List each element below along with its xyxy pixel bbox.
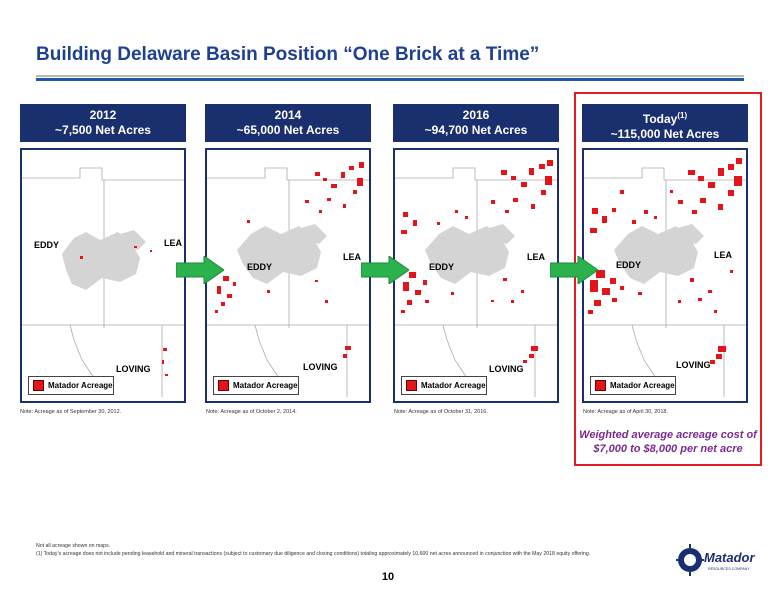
acreage-cost-callout: Weighted average acreage cost of $7,000 …	[579, 429, 757, 455]
panel-today: Today(1) ~115,000 Net Acres	[582, 104, 748, 403]
county-label-eddy: EDDY	[34, 240, 60, 250]
title-rule-blue	[36, 78, 744, 81]
county-label-loving: LOVING	[116, 364, 151, 374]
slide-title: Building Delaware Basin Position “One Br…	[36, 44, 540, 65]
panel-year: 2016	[462, 108, 490, 122]
panel-acres: ~65,000 Net Acres	[236, 123, 340, 137]
panel-acres: ~7,500 Net Acres	[55, 123, 151, 137]
panel-2012: 2012 ~7,500 Net Acres EDDY LEA LOVING Ma…	[20, 104, 186, 403]
arrow-right-icon	[361, 256, 409, 284]
county-label-eddy: EDDY	[616, 260, 642, 270]
footnote-marker: (1)	[677, 111, 688, 120]
county-label-loving: LOVING	[489, 364, 524, 374]
panel-year: 2012	[89, 108, 117, 122]
today-highlight-box	[574, 92, 762, 466]
panel-year: 2014	[274, 108, 302, 122]
county-label-lea: LEA	[343, 252, 361, 262]
map-legend: Matador Acreage	[590, 376, 676, 395]
map-graphic	[584, 158, 746, 397]
panel-header: 2016 ~94,700 Net Acres	[393, 104, 559, 142]
map-graphic	[207, 162, 369, 397]
legend-label: Matador Acreage	[421, 381, 486, 390]
panel-note: Note: Acreage as of September 30, 2012.	[20, 409, 122, 415]
panel-acres: ~115,000 Net Acres	[610, 127, 720, 141]
panel-acres: ~94,700 Net Acres	[424, 123, 528, 137]
panel-header: 2014 ~65,000 Net Acres	[205, 104, 371, 142]
map-graphic	[395, 160, 557, 397]
county-label-loving: LOVING	[303, 362, 338, 372]
page-number: 10	[381, 571, 395, 583]
panel-header: Today(1) ~115,000 Net Acres	[582, 104, 748, 142]
panel-header: 2012 ~7,500 Net Acres	[20, 104, 186, 142]
title-rule-gray	[36, 75, 744, 77]
svg-text:Matador: Matador	[704, 550, 756, 565]
county-label-loving: LOVING	[676, 360, 711, 370]
county-label-lea: LEA	[527, 252, 545, 262]
legend-swatch	[218, 380, 229, 391]
map-legend: Matador Acreage	[401, 376, 487, 395]
footnote-1: (1) Today’s acreage does not include pen…	[36, 551, 591, 557]
map-graphic	[22, 167, 184, 397]
legend-swatch	[406, 380, 417, 391]
county-label-eddy: EDDY	[429, 262, 455, 272]
map-legend: Matador Acreage	[28, 376, 114, 395]
legend-swatch	[595, 380, 606, 391]
county-label-eddy: EDDY	[247, 262, 273, 272]
panel-note: Note: Acreage as of April 30, 2018.	[583, 409, 669, 415]
arrow-right-icon	[176, 256, 224, 284]
panel-2016: 2016 ~94,700 Net Acres	[393, 104, 559, 403]
acreage-map: EDDY LEA LOVING Matador Acreage	[393, 148, 559, 403]
legend-label: Matador Acreage	[233, 381, 298, 390]
panel-note: Note: Acreage as of October 31, 2016.	[394, 409, 488, 415]
panel-note: Note: Acreage as of October 2, 2014.	[206, 409, 297, 415]
legend-label: Matador Acreage	[48, 381, 113, 390]
footnote-general: Not all acreage shown on maps.	[36, 543, 111, 549]
acreage-map: EDDY LEA LOVING Matador Acreage	[20, 148, 186, 403]
acreage-map: EDDY LEA LOVING Matador Acreage	[582, 148, 748, 403]
county-label-lea: LEA	[164, 238, 182, 248]
panel-2014: 2014 ~65,000 Net Acres EDDY LEA L	[205, 104, 371, 403]
acreage-map: EDDY LEA LOVING Matador Acreage	[205, 148, 371, 403]
matador-logo: Matador RESOURCES COMPANY	[676, 544, 756, 576]
map-legend: Matador Acreage	[213, 376, 299, 395]
legend-swatch	[33, 380, 44, 391]
legend-label: Matador Acreage	[610, 381, 675, 390]
arrow-right-icon	[550, 256, 598, 284]
svg-text:RESOURCES COMPANY: RESOURCES COMPANY	[708, 567, 750, 571]
panel-year: Today	[642, 112, 678, 126]
county-label-lea: LEA	[714, 250, 732, 260]
